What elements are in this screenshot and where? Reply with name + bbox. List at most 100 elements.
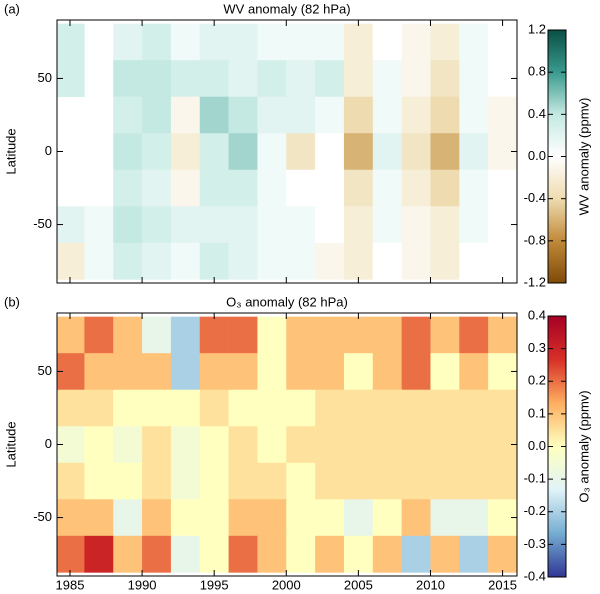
heatmap-cell [488, 96, 517, 134]
heatmap-cell [459, 426, 489, 464]
colorbar-tick-label: -0.8 [524, 232, 546, 247]
heatmap-cell [228, 60, 258, 98]
heatmap-cell [430, 96, 460, 134]
heatmap-cell [257, 23, 287, 61]
heatmap-cell [401, 206, 431, 244]
heatmap-cell [343, 133, 374, 171]
heatmap-cell [315, 96, 345, 134]
heatmap-cell [228, 242, 258, 280]
heatmap-cell [113, 206, 143, 244]
heatmap-cell [401, 535, 431, 573]
heatmap-cell [315, 23, 345, 61]
heatmap-cell [228, 133, 258, 171]
x-tick-label: 2010 [416, 577, 445, 592]
heatmap-cell [286, 316, 316, 354]
y-axis-label: Latitude [3, 128, 18, 174]
heatmap-cell [372, 389, 402, 427]
heatmap-cell [343, 462, 374, 500]
colorbar-label: O₃ anomaly (ppmv) [576, 390, 591, 502]
heatmap-cell [372, 426, 402, 464]
heatmap-cell [372, 23, 402, 61]
heatmap-cell [372, 242, 402, 280]
x-tick-label: 1985 [56, 577, 85, 592]
heatmap-cell [228, 206, 258, 244]
heatmap-cell [430, 499, 460, 537]
heatmap-cell [401, 23, 431, 61]
heatmap-cell [228, 316, 258, 354]
heatmap-cell [286, 462, 316, 500]
chart-title: WV anomaly (82 hPa) [223, 1, 350, 16]
heatmap-cell [199, 353, 229, 391]
heatmap-cell [199, 206, 229, 244]
heatmap-cell [315, 60, 345, 98]
heatmap-cell [57, 242, 85, 280]
heatmap-cell [430, 462, 460, 500]
heatmap-cell [257, 426, 287, 464]
heatmap-cell [228, 499, 258, 537]
heatmap-cell [430, 535, 460, 573]
heatmap-cell [488, 242, 517, 280]
heatmap-cell [286, 96, 316, 134]
heatmap-cell [170, 499, 201, 537]
heatmap-cell [488, 389, 517, 427]
heatmap-cell [113, 60, 143, 98]
heatmap-cell [459, 242, 489, 280]
heatmap-cell [430, 169, 460, 207]
heatmap-cell [430, 353, 460, 391]
heatmap-cell [343, 389, 374, 427]
heatmap-cell [142, 60, 172, 98]
heatmap-cell [84, 499, 114, 537]
heatmap-cell [430, 316, 460, 354]
chart-title: O₃ anomaly (82 hPa) [226, 294, 348, 309]
heatmap-cell [228, 353, 258, 391]
colorbar-tick-label: 0.3 [528, 340, 546, 355]
heatmap-cell [84, 206, 114, 244]
heatmap-cell [459, 60, 489, 98]
heatmap-cell [488, 23, 517, 61]
heatmap-cell [430, 133, 460, 171]
heatmap-cell [372, 499, 402, 537]
colorbar-tick-label: 0.8 [528, 64, 546, 79]
colorbar-tick-label: 0.4 [528, 106, 546, 121]
heatmap-cell [170, 96, 201, 134]
heatmap-cell [257, 60, 287, 98]
heatmap-cell [315, 535, 345, 573]
heatmap-cell [257, 389, 287, 427]
y-tick-label: 50 [38, 70, 52, 85]
heatmap-cell [343, 96, 374, 134]
colorbar-tick-label: 0.0 [528, 438, 546, 453]
heatmap-cell [343, 169, 374, 207]
x-tick-label: 1995 [200, 577, 229, 592]
heatmap-cell [142, 535, 172, 573]
heatmap-cell [372, 353, 402, 391]
y-tick-label: -50 [33, 509, 52, 524]
heatmap-cell [372, 316, 402, 354]
x-tick-label: 1990 [128, 577, 157, 592]
heatmap-cell [315, 169, 345, 207]
heatmap-cell [257, 169, 287, 207]
heatmap-cell [459, 462, 489, 500]
y-tick-label: 0 [45, 143, 52, 158]
heatmap-cell [401, 426, 431, 464]
colorbar-tick-label: -0.4 [524, 190, 546, 205]
heatmap-cell [228, 535, 258, 573]
heatmap-cell [488, 316, 517, 354]
heatmap-cell [257, 462, 287, 500]
heatmap-cell [170, 353, 201, 391]
colorbar-tick-label: 0.2 [528, 373, 546, 388]
y-tick-label: -50 [33, 216, 52, 231]
heatmap-cell [286, 23, 316, 61]
heatmap-cell [286, 242, 316, 280]
heatmap-cell [459, 389, 489, 427]
heatmap-cell [372, 535, 402, 573]
heatmap-cell [343, 499, 374, 537]
heatmap-cell [228, 462, 258, 500]
heatmap-cell [459, 535, 489, 573]
heatmap-cell [401, 242, 431, 280]
colorbar-tick-label: -0.4 [524, 568, 546, 583]
heatmap-cell [488, 169, 517, 207]
heatmap-cell [57, 23, 85, 61]
heatmap-cell [315, 206, 345, 244]
panel-label: (a) [4, 1, 20, 16]
